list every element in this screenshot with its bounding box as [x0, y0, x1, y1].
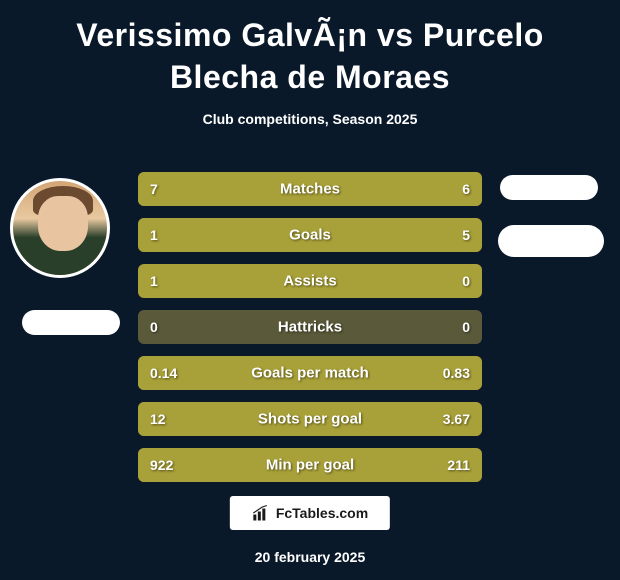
stat-row: Matches 7 6: [138, 172, 482, 206]
stat-value-left: 1: [150, 227, 158, 243]
comparison-infographic: Verissimo GalvÃ¡n vs Purcelo Blecha de M…: [0, 0, 620, 580]
stat-value-left: 0: [150, 319, 158, 335]
stat-row: Min per goal 922 211: [138, 448, 482, 482]
stat-value-right: 6: [462, 181, 470, 197]
stat-label: Goals per match: [251, 365, 369, 382]
placeholder-shape-1: [500, 175, 598, 200]
stat-value-left: 0.14: [150, 365, 177, 381]
stat-value-left: 7: [150, 181, 158, 197]
bar-left: [138, 218, 195, 252]
stat-value-left: 1: [150, 273, 158, 289]
avatar-face: [38, 196, 88, 251]
stats-area: Matches 7 6 Goals 1 5 Assists 1 0 Hattricks 0 0 Goal…: [138, 172, 482, 494]
stat-value-right: 5: [462, 227, 470, 243]
chart-icon: [252, 504, 270, 522]
stat-value-right: 0: [462, 319, 470, 335]
footer-date: 20 february 2025: [255, 549, 366, 565]
stat-value-right: 3.67: [443, 411, 470, 427]
page-title: Verissimo GalvÃ¡n vs Purcelo Blecha de M…: [0, 0, 620, 103]
stat-row: Shots per goal 12 3.67: [138, 402, 482, 436]
stat-row: Assists 1 0: [138, 264, 482, 298]
stat-label: Shots per goal: [258, 411, 362, 428]
placeholder-shape-2: [498, 225, 604, 257]
stat-row: Hattricks 0 0: [138, 310, 482, 344]
bar-right: [323, 172, 482, 206]
brand-text: FcTables.com: [276, 505, 368, 521]
stat-row: Goals 1 5: [138, 218, 482, 252]
stat-value-left: 12: [150, 411, 166, 427]
stat-label: Assists: [283, 273, 336, 290]
subtitle: Club competitions, Season 2025: [0, 111, 620, 127]
placeholder-shape-3: [22, 310, 120, 335]
stat-row: Goals per match 0.14 0.83: [138, 356, 482, 390]
stat-label: Matches: [280, 181, 340, 198]
brand-badge: FcTables.com: [230, 496, 390, 530]
stat-label: Goals: [289, 227, 331, 244]
stat-value-right: 0: [462, 273, 470, 289]
stat-label: Min per goal: [266, 457, 354, 474]
stat-value-right: 211: [447, 457, 470, 473]
stat-label: Hattricks: [278, 319, 342, 336]
stat-value-right: 0.83: [443, 365, 470, 381]
stat-value-left: 922: [150, 457, 173, 473]
player-left-avatar: [10, 178, 110, 278]
bar-right: [195, 218, 482, 252]
